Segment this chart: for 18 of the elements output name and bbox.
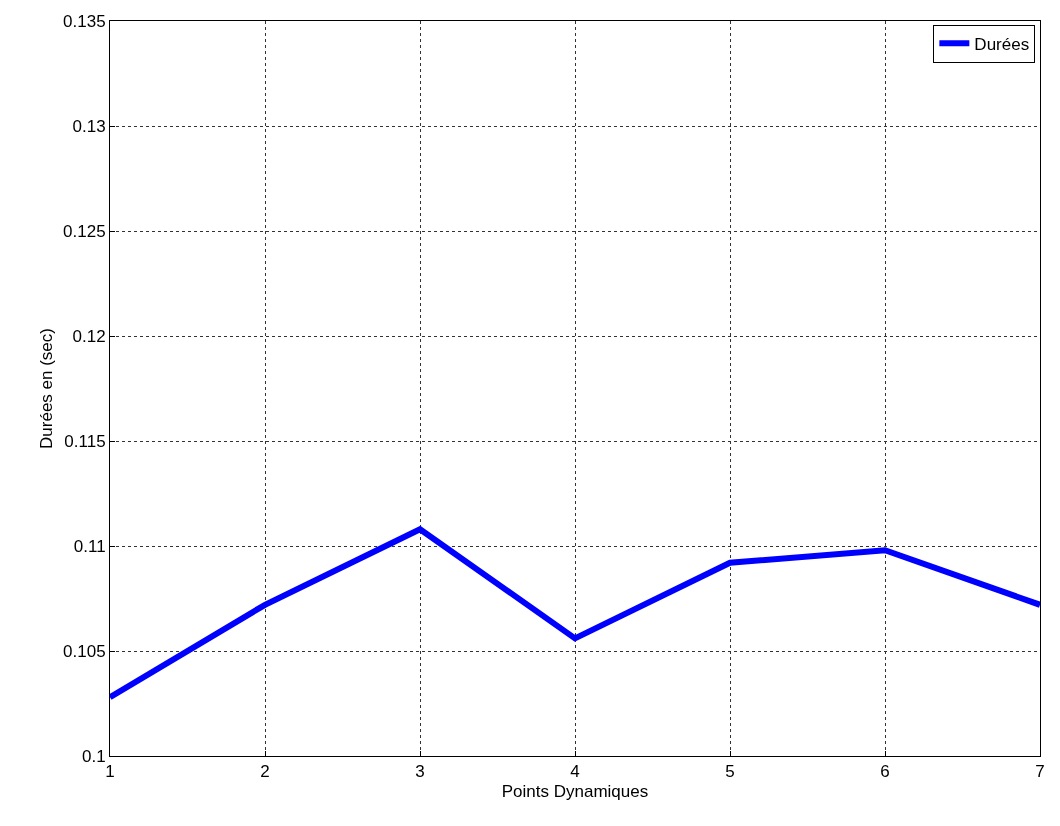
x-tick-label: 3 <box>415 762 425 782</box>
legend-label: Durées <box>974 34 1030 54</box>
y-tick-label: 0.105 <box>63 641 106 661</box>
x-tick-label: 6 <box>880 762 890 782</box>
y-tick-label: 0.12 <box>72 326 106 346</box>
x-tick-label: 4 <box>570 762 580 782</box>
x-tick-label: 1 <box>105 762 115 782</box>
y-tick-label: 0.135 <box>63 11 106 31</box>
x-tick-label: 7 <box>1035 762 1045 782</box>
y-tick-label: 0.1 <box>81 746 106 766</box>
x-axis-title: Points Dynamiques <box>501 781 649 801</box>
x-tick-label: 2 <box>260 762 270 782</box>
x-tick-label: 5 <box>725 762 735 782</box>
y-tick-label: 0.13 <box>72 116 106 136</box>
y-tick-label: 0.125 <box>63 221 106 241</box>
y-tick-label: 0.115 <box>64 431 106 451</box>
y-axis-title: Durées en (sec) <box>36 328 56 449</box>
y-tick-label: 0.11 <box>73 536 106 556</box>
